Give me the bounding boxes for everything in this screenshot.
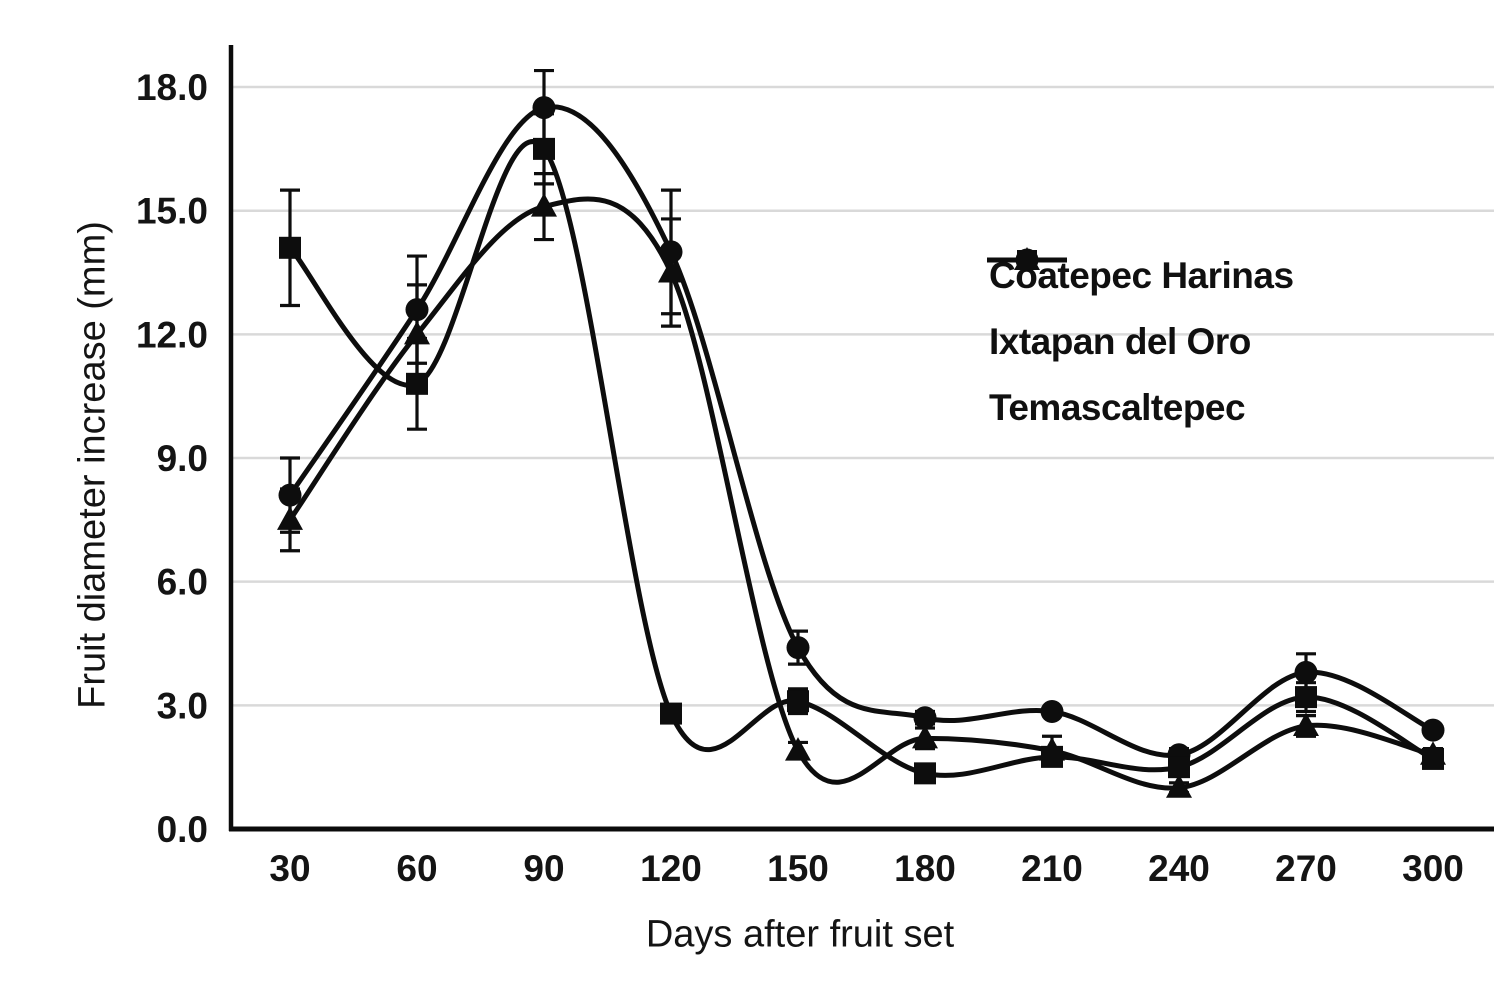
- series-markers-0: [278, 96, 1445, 767]
- y-tick-label: 15.0: [136, 191, 208, 232]
- x-tick-label: 60: [396, 848, 437, 889]
- x-tick-label: 270: [1275, 848, 1337, 889]
- x-tick-labels: 30 60 90 120 150 180 210 240 270 300: [269, 848, 1463, 889]
- x-tick-label: 300: [1402, 848, 1464, 889]
- x-tick-label: 240: [1148, 848, 1210, 889]
- y-axis-title: Fruit diameter increase (mm): [71, 221, 114, 709]
- legend-label: Temascaltepec: [989, 387, 1246, 428]
- legend-label: Ixtapan del Oro: [989, 321, 1251, 362]
- y-tick-label: 9.0: [157, 438, 208, 479]
- series-markers-2: [279, 137, 1444, 785]
- y-tick-label: 3.0: [157, 685, 208, 726]
- x-tick-label: 150: [767, 848, 829, 889]
- square-marker-icon: [987, 250, 1067, 270]
- x-tick-label: 180: [894, 848, 956, 889]
- legend: Coatepec Harinas Ixtapan del Oro Temasca…: [985, 243, 1294, 441]
- y-tick-label: 6.0: [157, 562, 208, 603]
- x-tick-label: 90: [523, 848, 564, 889]
- legend-item-temascaltepec: Temascaltepec: [985, 250, 1294, 441]
- x-axis-title: Days after fruit set: [645, 913, 955, 956]
- x-tick-label: 120: [640, 848, 702, 889]
- y-tick-label: 12.0: [136, 314, 208, 355]
- y-tick-labels: 0.0 3.0 6.0 9.0 12.0 15.0 18.0: [136, 67, 208, 850]
- x-tick-label: 210: [1021, 848, 1083, 889]
- y-tick-label: 0.0: [157, 809, 208, 850]
- series-line-2: [287, 139, 1436, 778]
- legend-item-ixtapan-del-oro: Ixtapan del Oro: [985, 247, 1294, 375]
- y-tick-label: 18.0: [136, 67, 208, 108]
- x-tick-label: 30: [269, 848, 310, 889]
